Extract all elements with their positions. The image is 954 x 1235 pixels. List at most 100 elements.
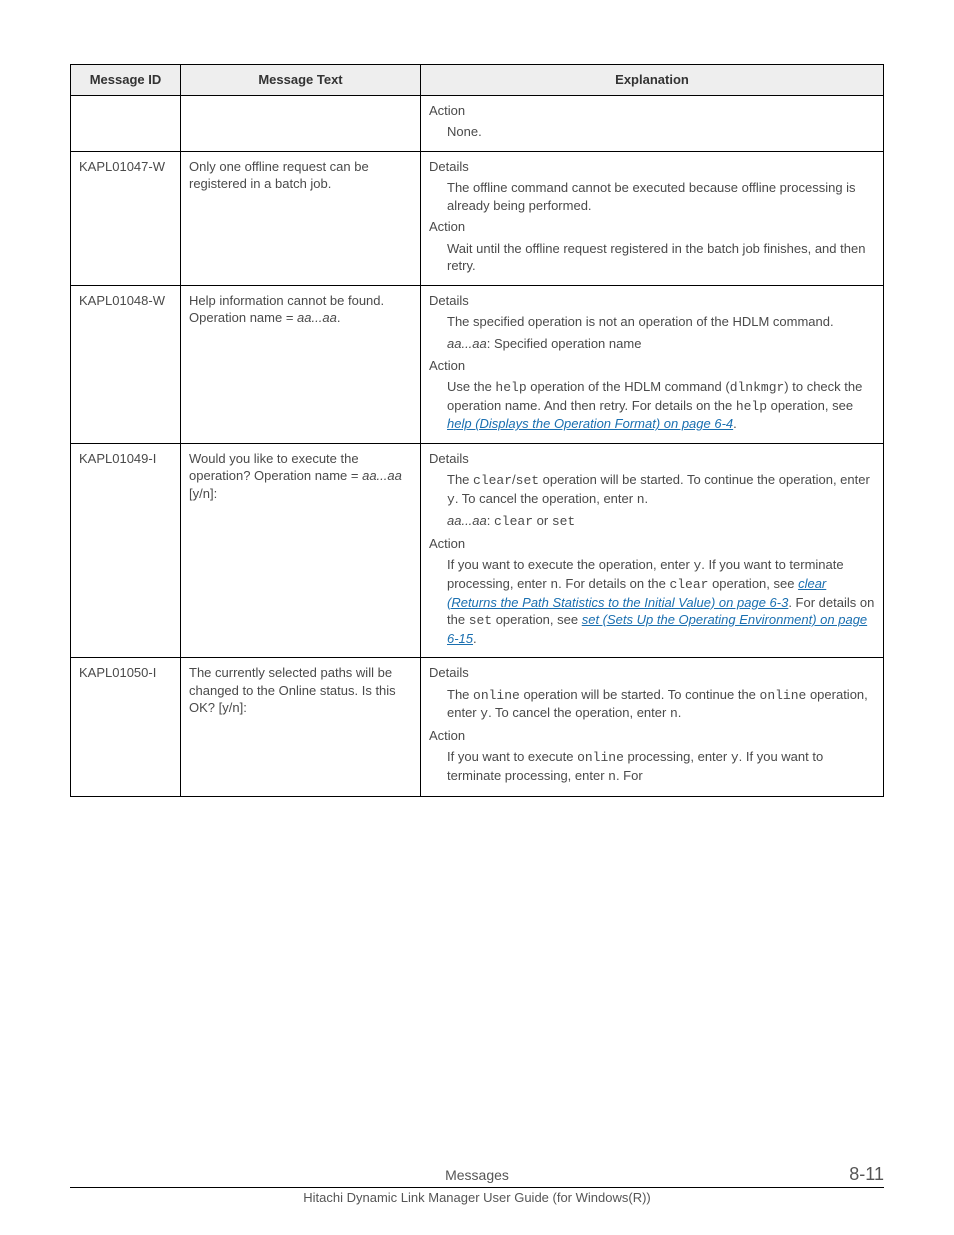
- text: operation will be started. To continue t…: [539, 472, 870, 487]
- cell-message-id: KAPL01050-I: [71, 658, 181, 796]
- details-text: The offline command cannot be executed b…: [429, 179, 875, 214]
- code: online: [577, 750, 624, 765]
- action-text: Use the help operation of the HDLM comma…: [429, 378, 875, 433]
- cell-explanation: Action None.: [421, 95, 884, 151]
- code: y: [731, 750, 739, 765]
- cell-message-text: Help information cannot be found. Operat…: [181, 285, 421, 443]
- action-label: Action: [429, 357, 875, 375]
- text: If you want to execute the operation, en…: [447, 557, 693, 572]
- details-text: aa...aa: Specified operation name: [429, 335, 875, 353]
- text: If you want to execute: [447, 749, 577, 764]
- variable: aa...aa: [447, 513, 487, 528]
- text: operation will be started. To continue t…: [520, 687, 760, 702]
- code: help: [736, 399, 767, 414]
- text-variable: aa...aa: [362, 468, 402, 483]
- text: .: [473, 631, 477, 646]
- action-text: Wait until the offline request registere…: [429, 240, 875, 275]
- details-label: Details: [429, 158, 875, 176]
- text: operation, see: [492, 612, 582, 627]
- code: clear: [473, 473, 512, 488]
- cell-message-id: KAPL01047-W: [71, 151, 181, 285]
- variable: aa...aa: [447, 336, 487, 351]
- code: online: [473, 688, 520, 703]
- code: clear: [494, 514, 533, 529]
- text: .: [733, 416, 737, 431]
- action-label: Action: [429, 727, 875, 745]
- cell-message-id: KAPL01048-W: [71, 285, 181, 443]
- col-explanation: Explanation: [421, 65, 884, 96]
- code: n: [637, 492, 645, 507]
- code: n: [608, 769, 616, 784]
- details-text: The online operation will be started. To…: [429, 686, 875, 723]
- cell-message-text: Only one offline request can be register…: [181, 151, 421, 285]
- text: . For details on the: [558, 576, 669, 591]
- code: help: [495, 380, 526, 395]
- cell-explanation: Details The offline command cannot be ex…: [421, 151, 884, 285]
- details-label: Details: [429, 664, 875, 682]
- code: y: [480, 706, 488, 721]
- cell-message-text: The currently selected paths will be cha…: [181, 658, 421, 796]
- text: operation, see: [767, 398, 853, 413]
- text: .: [678, 705, 682, 720]
- page: Message ID Message Text Explanation Acti…: [0, 0, 954, 1235]
- table-row: KAPL01047-W Only one offline request can…: [71, 151, 884, 285]
- cell-explanation: Details The specified operation is not a…: [421, 285, 884, 443]
- cell-explanation: Details The online operation will be sta…: [421, 658, 884, 796]
- action-label: Action: [429, 102, 875, 120]
- details-label: Details: [429, 450, 875, 468]
- code: set: [552, 514, 575, 529]
- code: dlnkmgr: [730, 380, 785, 395]
- text: operation, see: [708, 576, 798, 591]
- code: set: [516, 473, 539, 488]
- action-text: If you want to execute online processing…: [429, 748, 875, 785]
- footer-doc-title: Hitachi Dynamic Link Manager User Guide …: [70, 1190, 884, 1205]
- text: [y/n]:: [189, 486, 217, 501]
- footer-section-title: Messages: [150, 1167, 804, 1183]
- code: set: [469, 613, 492, 628]
- footer-top: Messages 8-11: [70, 1164, 884, 1188]
- details-text: The clear/set operation will be started.…: [429, 471, 875, 508]
- text: .: [337, 310, 341, 325]
- text: . To cancel the operation, enter: [455, 491, 637, 506]
- action-text: None.: [429, 123, 875, 141]
- code: n: [550, 577, 558, 592]
- details-text: The specified operation is not an operat…: [429, 313, 875, 331]
- text: or: [533, 513, 552, 528]
- cell-message-id: [71, 95, 181, 151]
- cross-reference-link[interactable]: help (Displays the Operation Format) on …: [447, 416, 733, 431]
- text: Would you like to execute the operation?…: [189, 451, 362, 484]
- page-number: 8-11: [804, 1164, 884, 1185]
- cell-message-text: [181, 95, 421, 151]
- text: . To cancel the operation, enter: [488, 705, 670, 720]
- action-label: Action: [429, 218, 875, 236]
- text-variable: aa...aa: [297, 310, 337, 325]
- text: : Specified operation name: [487, 336, 642, 351]
- table-row: KAPL01050-I The currently selected paths…: [71, 658, 884, 796]
- page-footer: Messages 8-11 Hitachi Dynamic Link Manag…: [70, 1164, 884, 1205]
- table-row: KAPL01049-I Would you like to execute th…: [71, 443, 884, 657]
- text: :: [487, 513, 494, 528]
- action-label: Action: [429, 535, 875, 553]
- code: clear: [669, 577, 708, 592]
- code: online: [760, 688, 807, 703]
- cell-message-text: Would you like to execute the operation?…: [181, 443, 421, 657]
- table-row: KAPL01048-W Help information cannot be f…: [71, 285, 884, 443]
- col-message-text: Message Text: [181, 65, 421, 96]
- text: processing, enter: [624, 749, 731, 764]
- code: n: [670, 706, 678, 721]
- messages-table: Message ID Message Text Explanation Acti…: [70, 64, 884, 797]
- cell-message-id: KAPL01049-I: [71, 443, 181, 657]
- text: The: [447, 687, 473, 702]
- text: . For: [616, 768, 643, 783]
- details-label: Details: [429, 292, 875, 310]
- code: y: [447, 492, 455, 507]
- details-text: aa...aa: clear or set: [429, 512, 875, 531]
- col-message-id: Message ID: [71, 65, 181, 96]
- text: operation of the HDLM command (: [527, 379, 730, 394]
- text: Help information cannot be found. Operat…: [189, 293, 384, 326]
- text: The: [447, 472, 473, 487]
- text: .: [645, 491, 649, 506]
- cell-explanation: Details The clear/set operation will be …: [421, 443, 884, 657]
- action-text: If you want to execute the operation, en…: [429, 556, 875, 647]
- text: Use the: [447, 379, 495, 394]
